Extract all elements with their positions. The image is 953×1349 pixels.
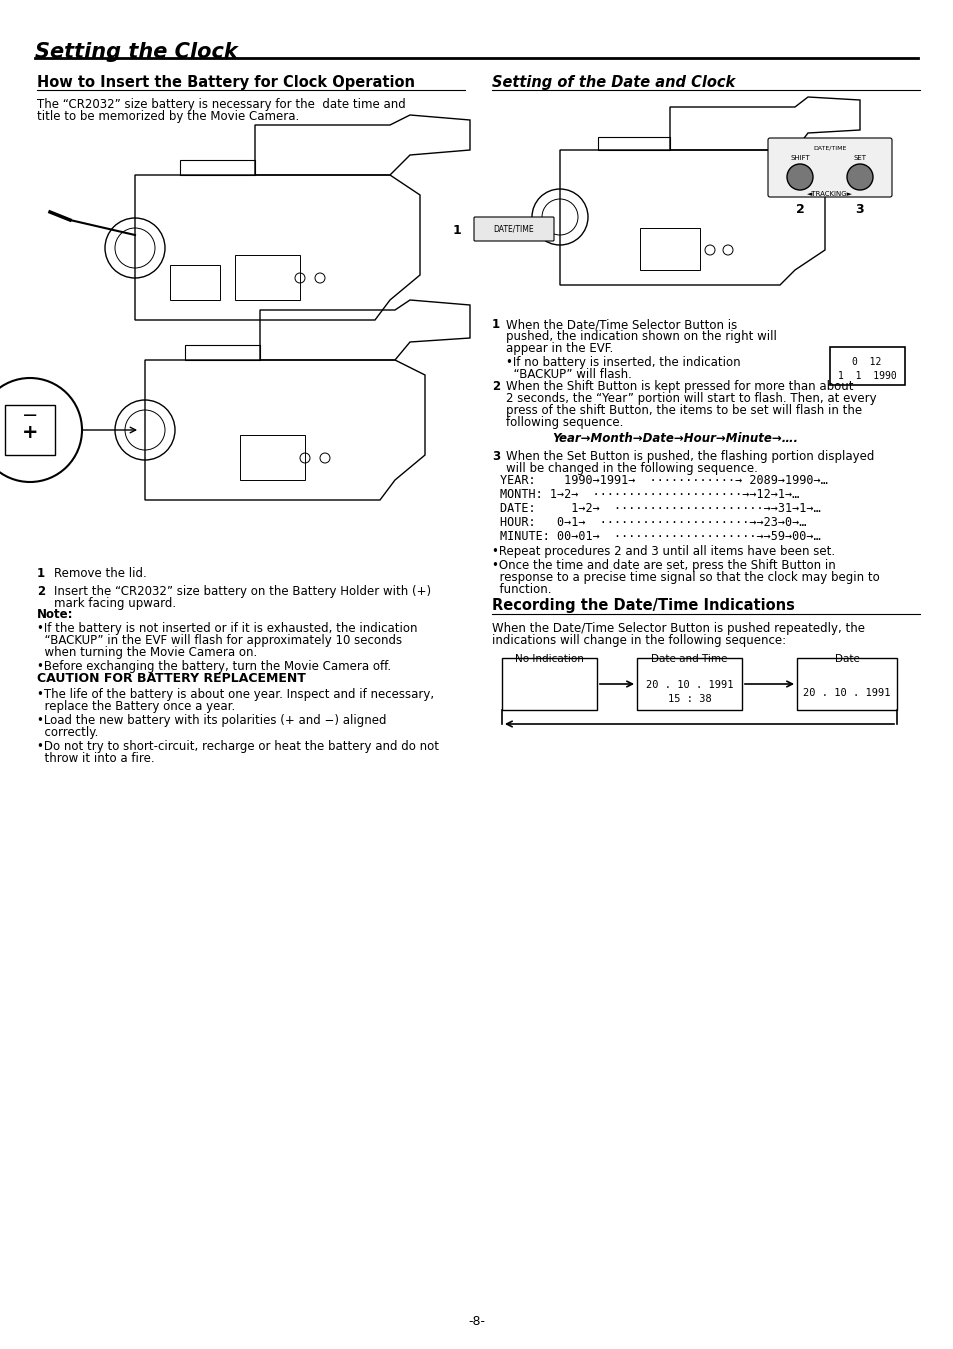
Text: 20 . 10 . 1991: 20 . 10 . 1991 [645, 680, 733, 689]
Text: HOUR:   0→1→  ·····················→→23→0→…: HOUR: 0→1→ ·····················→→23→0→… [499, 517, 805, 529]
Text: •Before exchanging the battery, turn the Movie Camera off.: •Before exchanging the battery, turn the… [37, 660, 391, 673]
Text: •Once the time and date are set, press the Shift Button in: •Once the time and date are set, press t… [492, 558, 835, 572]
Text: +: + [22, 422, 38, 441]
Text: Setting of the Date and Clock: Setting of the Date and Clock [492, 76, 735, 90]
Text: “BACKUP” in the EVF will flash for approximately 10 seconds: “BACKUP” in the EVF will flash for appro… [37, 634, 402, 648]
Text: 1: 1 [492, 318, 499, 331]
Text: -8-: -8- [468, 1315, 485, 1327]
Text: •Do not try to short-circuit, recharge or heat the battery and do not: •Do not try to short-circuit, recharge o… [37, 741, 438, 753]
Text: Setting the Clock: Setting the Clock [35, 42, 237, 62]
Text: When the Shift Button is kept pressed for more than about: When the Shift Button is kept pressed fo… [505, 380, 853, 393]
Text: The “CR2032” size battery is necessary for the  date time and: The “CR2032” size battery is necessary f… [37, 98, 405, 111]
Text: throw it into a fire.: throw it into a fire. [37, 751, 154, 765]
Circle shape [846, 165, 872, 190]
Text: mark facing upward.: mark facing upward. [54, 598, 176, 610]
Text: Date: Date [834, 654, 859, 664]
Text: SHIFT: SHIFT [789, 155, 809, 161]
Text: SET: SET [853, 155, 865, 161]
Text: 15 : 38: 15 : 38 [667, 693, 711, 704]
Text: “BACKUP” will flash.: “BACKUP” will flash. [505, 368, 631, 380]
Text: Note:: Note: [37, 608, 73, 621]
Circle shape [786, 165, 812, 190]
Text: ◄TRACKING►: ◄TRACKING► [806, 192, 852, 197]
Bar [829, 347, 904, 384]
Text: indications will change in the following sequence:: indications will change in the following… [492, 634, 785, 648]
Text: replace the Battery once a year.: replace the Battery once a year. [37, 700, 235, 714]
Text: YEAR:    1990→1991→  ············→ 2089→1990→…: YEAR: 1990→1991→ ············→ 2089→1990… [499, 473, 827, 487]
Text: 2 seconds, the “Year” portion will start to flash. Then, at every: 2 seconds, the “Year” portion will start… [505, 393, 876, 405]
Text: 3: 3 [492, 451, 499, 463]
Bar [637, 658, 741, 710]
Text: •If no battery is inserted, the indication: •If no battery is inserted, the indicati… [505, 356, 740, 370]
Text: Year→Month→Date→Hour→Minute→….: Year→Month→Date→Hour→Minute→…. [552, 432, 797, 445]
Text: correctly.: correctly. [37, 726, 98, 739]
Text: Insert the “CR2032” size battery on the Battery Holder with (+): Insert the “CR2032” size battery on the … [54, 585, 431, 598]
Text: 2: 2 [492, 380, 499, 393]
Text: No Indication: No Indication [515, 654, 583, 664]
Text: Recording the Date/Time Indications: Recording the Date/Time Indications [492, 598, 794, 612]
Bar [796, 658, 896, 710]
Text: 1  1  1990: 1 1 1990 [837, 371, 896, 380]
Text: 0  12: 0 12 [851, 357, 881, 367]
Bar [240, 434, 305, 480]
Text: DATE:     1→2→  ·····················→→31→1→…: DATE: 1→2→ ·····················→→31→1→… [499, 502, 820, 515]
Text: when turning the Movie Camera on.: when turning the Movie Camera on. [37, 646, 257, 660]
Text: •If the battery is not inserted or if it is exhausted, the indication: •If the battery is not inserted or if it… [37, 622, 417, 635]
Text: DATE/TIME: DATE/TIME [813, 144, 846, 150]
Text: 2: 2 [795, 202, 803, 216]
Text: •Load the new battery with its polarities (+ and −) aligned: •Load the new battery with its polaritie… [37, 714, 386, 727]
Text: Remove the lid.: Remove the lid. [54, 567, 147, 580]
Text: 1: 1 [452, 224, 461, 236]
Text: MINUTE: 00→01→  ····················→→59→00→…: MINUTE: 00→01→ ····················→→59→… [499, 530, 820, 544]
Text: •The life of the battery is about one year. Inspect and if necessary,: •The life of the battery is about one ye… [37, 688, 434, 701]
Text: −: − [22, 406, 38, 425]
FancyBboxPatch shape [474, 217, 554, 241]
Bar [170, 264, 220, 299]
Text: 1: 1 [37, 567, 45, 580]
Text: When the Date/Time Selector Button is: When the Date/Time Selector Button is [505, 318, 737, 331]
Bar [639, 228, 700, 270]
Bar [5, 405, 55, 455]
Text: DATE/TIME: DATE/TIME [493, 224, 534, 233]
Text: How to Insert the Battery for Clock Operation: How to Insert the Battery for Clock Oper… [37, 76, 415, 90]
Text: CAUTION FOR BATTERY REPLACEMENT: CAUTION FOR BATTERY REPLACEMENT [37, 672, 306, 685]
Text: When the Date/Time Selector Button is pushed repeatedly, the: When the Date/Time Selector Button is pu… [492, 622, 864, 635]
Text: press of the shift Button, the items to be set will flash in the: press of the shift Button, the items to … [505, 403, 862, 417]
Text: response to a precise time signal so that the clock may begin to: response to a precise time signal so tha… [492, 571, 879, 584]
Text: title to be memorized by the Movie Camera.: title to be memorized by the Movie Camer… [37, 111, 299, 123]
Text: MONTH: 1→2→  ·····················→→12→1→…: MONTH: 1→2→ ·····················→→12→1→… [499, 488, 799, 500]
Text: 3: 3 [855, 202, 863, 216]
FancyBboxPatch shape [767, 138, 891, 197]
Text: function.: function. [492, 583, 551, 596]
Text: pushed, the indication shown on the right will: pushed, the indication shown on the righ… [505, 331, 776, 343]
Text: following sequence.: following sequence. [505, 415, 622, 429]
Text: appear in the EVF.: appear in the EVF. [505, 343, 613, 355]
Text: •Repeat procedures 2 and 3 until all items have been set.: •Repeat procedures 2 and 3 until all ite… [492, 545, 834, 558]
Text: Date and Time: Date and Time [651, 654, 727, 664]
Bar [234, 255, 299, 299]
Text: When the Set Button is pushed, the flashing portion displayed: When the Set Button is pushed, the flash… [505, 451, 874, 463]
Bar [501, 658, 597, 710]
Text: 20 . 10 . 1991: 20 . 10 . 1991 [802, 688, 890, 697]
Text: will be changed in the following sequence.: will be changed in the following sequenc… [505, 461, 757, 475]
Text: 2: 2 [37, 585, 45, 598]
